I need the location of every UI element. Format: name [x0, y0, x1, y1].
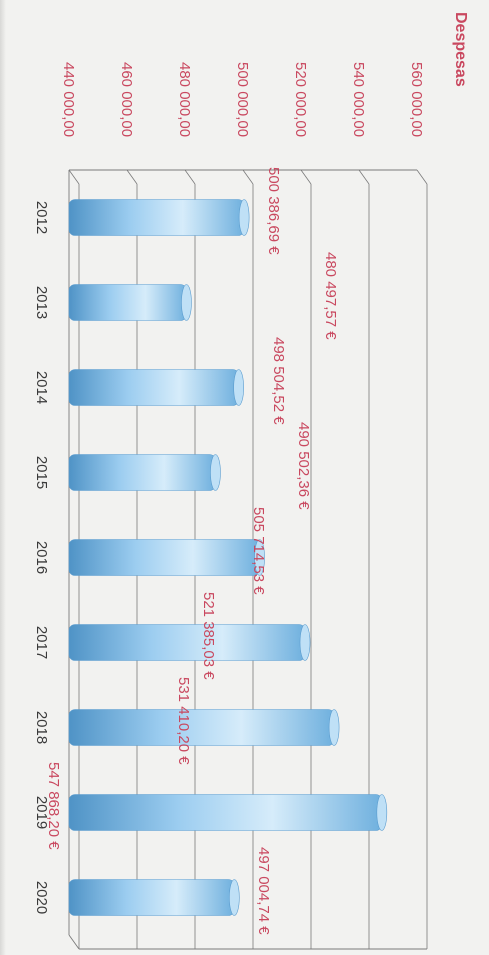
bar-cap [210, 454, 221, 491]
x-tick-label: 2020 [33, 881, 50, 914]
bar-cap [299, 624, 311, 661]
gridline-slant [300, 169, 312, 185]
gridline-slant [68, 169, 80, 185]
data-label: 531 410,20 € [175, 677, 192, 765]
y-tick-label: 560 000,00 [408, 62, 425, 137]
data-label: 547 868,20 € [45, 762, 62, 850]
data-label: 505 714,53 € [250, 507, 267, 595]
bar-cap [181, 284, 192, 321]
bar [68, 199, 245, 236]
x-tick-label: 2018 [33, 711, 50, 744]
y-tick-label: 540 000,00 [350, 62, 367, 137]
bar [68, 879, 235, 916]
bar-cap [328, 709, 340, 746]
y-tick-label: 460 000,00 [118, 62, 135, 137]
gridline-slant [184, 169, 196, 185]
x-tick-label: 2015 [33, 456, 50, 489]
y-tick-label: 520 000,00 [292, 62, 309, 137]
x-tick-label: 2016 [33, 541, 50, 574]
bar [68, 369, 239, 406]
bar-cap [376, 794, 388, 831]
data-label: 490 502,36 € [295, 422, 312, 510]
data-label: 521 385,03 € [200, 592, 217, 680]
data-label: 497 004,74 € [255, 847, 272, 935]
bar-cap [238, 199, 250, 236]
y-tick-label: 440 000,00 [60, 62, 77, 137]
bar [68, 539, 260, 576]
bar [68, 624, 306, 661]
x-tick-label: 2017 [33, 626, 50, 659]
bar [68, 454, 216, 491]
gridline-slant [358, 169, 370, 185]
bar-cap [233, 369, 244, 406]
bar [68, 284, 187, 321]
y-tick-label: 480 000,00 [176, 62, 193, 137]
data-label: 480 497,57 € [322, 252, 339, 340]
x-tick-label: 2013 [33, 286, 50, 319]
y-tick-label: 500 000,00 [234, 62, 251, 137]
bar-cap [229, 879, 240, 916]
x-axis-end [68, 934, 80, 950]
chart-title: Despesas [452, 12, 469, 87]
x-tick-label: 2019 [33, 796, 50, 829]
x-tick-label: 2014 [33, 371, 50, 404]
gridline-slant [416, 169, 428, 185]
gridline-slant [242, 169, 254, 185]
scan-edge [0, 0, 6, 955]
data-label: 498 504,52 € [270, 337, 287, 425]
gridline-slant [126, 169, 138, 185]
x-tick-label: 2012 [33, 201, 50, 234]
bar [68, 709, 335, 746]
bar [68, 794, 383, 831]
bar-cap [254, 539, 265, 576]
data-label: 500 386,69 € [265, 167, 282, 255]
